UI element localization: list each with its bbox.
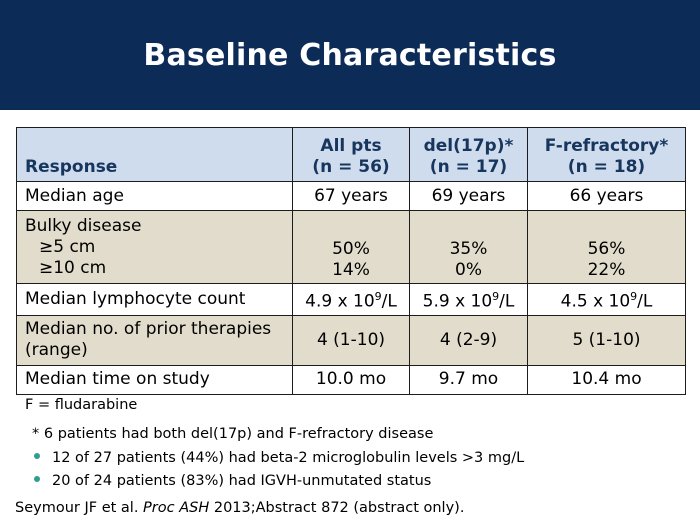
cell-age-frefractory: 66 years (527, 181, 686, 211)
bulky-fref-5cm: 56% (587, 239, 626, 259)
baseline-table: Response All pts (n = 56) del(17p)* (n =… (16, 127, 686, 395)
bulky-all-5cm: 50% (332, 239, 370, 259)
lymph-fref-base: 4.5 x 10 (560, 291, 631, 312)
table-row: Bulky disease ≥5 cm ≥10 cm 50% 14% 35% 0… (16, 210, 686, 284)
header-all-line1: All pts (320, 136, 382, 156)
row-label-bulky: Bulky disease ≥5 cm ≥10 cm (16, 210, 293, 284)
bullet-text: 20 of 24 patients (83%) had IGVH-unmutat… (52, 473, 432, 489)
header-all-line2: (n = 56) (312, 157, 390, 177)
abbreviation-note: F = fludarabine (25, 397, 138, 413)
citation: Seymour JF et al. Proc ASH 2013;Abstract… (15, 500, 464, 516)
bulky-all-10cm: 14% (332, 260, 370, 280)
table-row: Median lymphocyte count 4.9 x 109/L 5.9 … (16, 283, 686, 316)
lymph-all-unit: /L (381, 291, 397, 312)
row-label-lymphocyte: Median lymphocyte count (16, 283, 293, 316)
header-response-label: Response (25, 157, 118, 177)
table-row: Median no. of prior therapies (range) 4 … (16, 314, 686, 366)
lymph-del-exp: 9 (492, 290, 500, 303)
lymph-all-base: 4.9 x 10 (305, 291, 375, 312)
cell-bulky-all: 50% 14% (292, 210, 410, 284)
bulky-sub2-label: ≥10 cm (39, 257, 107, 278)
cell-lymph-all: 4.9 x 109/L (292, 283, 410, 316)
bullet-item: 12 of 27 patients (44%) had beta-2 micro… (34, 450, 524, 466)
citation-journal: Proc ASH (143, 500, 210, 516)
cell-lymph-del17p: 5.9 x 109/L (409, 283, 528, 316)
cell-prior-del17p: 4 (2-9) (409, 314, 528, 366)
bulky-del-10cm: 0% (455, 260, 482, 280)
row-label-time-on-study: Median time on study (16, 364, 293, 395)
cell-time-del17p: 9.7 mo (409, 364, 528, 395)
prior-label-line2: (range) (25, 340, 88, 361)
bulky-label: Bulky disease (25, 215, 142, 236)
bulky-del-5cm: 35% (449, 239, 488, 259)
cell-time-frefractory: 10.4 mo (527, 364, 686, 395)
cell-lymph-frefractory: 4.5 x 109/L (527, 283, 686, 316)
header-del-line1: del(17p)* (423, 136, 514, 156)
bullet-item: 20 of 24 patients (83%) had IGVH-unmutat… (34, 473, 431, 489)
cell-age-all: 67 years (292, 181, 410, 211)
citation-authors: Seymour JF et al. (15, 500, 144, 516)
title-band: Baseline Characteristics (0, 0, 700, 110)
cell-prior-frefractory: 5 (1-10) (527, 314, 686, 366)
lymph-all-exp: 9 (374, 290, 382, 303)
header-all-pts: All pts (n = 56) (292, 127, 410, 182)
lymph-fref-exp: 9 (630, 290, 638, 303)
lymph-fref-unit: /L (637, 291, 653, 312)
footnote: * 6 patients had both del(17p) and F-ref… (32, 426, 434, 442)
cell-prior-all: 4 (1-10) (292, 314, 410, 366)
cell-bulky-del17p: 35% 0% (409, 210, 528, 284)
prior-label-line1: Median no. of prior therapies (25, 319, 272, 340)
header-f-refractory: F-refractory* (n = 18) (527, 127, 686, 182)
table-row: Median time on study 10.0 mo 9.7 mo 10.4… (16, 364, 686, 395)
bullet-text: 12 of 27 patients (44%) had beta-2 micro… (52, 450, 525, 466)
header-del17p: del(17p)* (n = 17) (409, 127, 528, 182)
header-fref-line2: (n = 18) (567, 157, 646, 177)
row-label-prior-therapies: Median no. of prior therapies (range) (16, 314, 293, 366)
bulky-fref-10cm: 22% (587, 260, 626, 280)
bulky-sub1-label: ≥5 cm (39, 236, 96, 257)
header-fref-line1: F-refractory* (544, 136, 669, 156)
slide-title: Baseline Characteristics (143, 38, 557, 73)
cell-bulky-frefractory: 56% 22% (527, 210, 686, 284)
cell-age-del17p: 69 years (409, 181, 528, 211)
table-header-row: Response All pts (n = 56) del(17p)* (n =… (16, 127, 686, 182)
cell-time-all: 10.0 mo (292, 364, 410, 395)
bullet-dot-icon (34, 476, 40, 482)
bullet-dot-icon (34, 453, 40, 459)
lymph-del-unit: /L (499, 291, 515, 312)
citation-rest: 2013;Abstract 872 (abstract only). (209, 500, 465, 516)
lymph-del-base: 5.9 x 10 (422, 291, 493, 312)
header-response: Response (16, 127, 293, 182)
table-row: Median age 67 years 69 years 66 years (16, 181, 686, 211)
header-del-line2: (n = 17) (429, 157, 508, 177)
row-label-median-age: Median age (16, 181, 293, 211)
